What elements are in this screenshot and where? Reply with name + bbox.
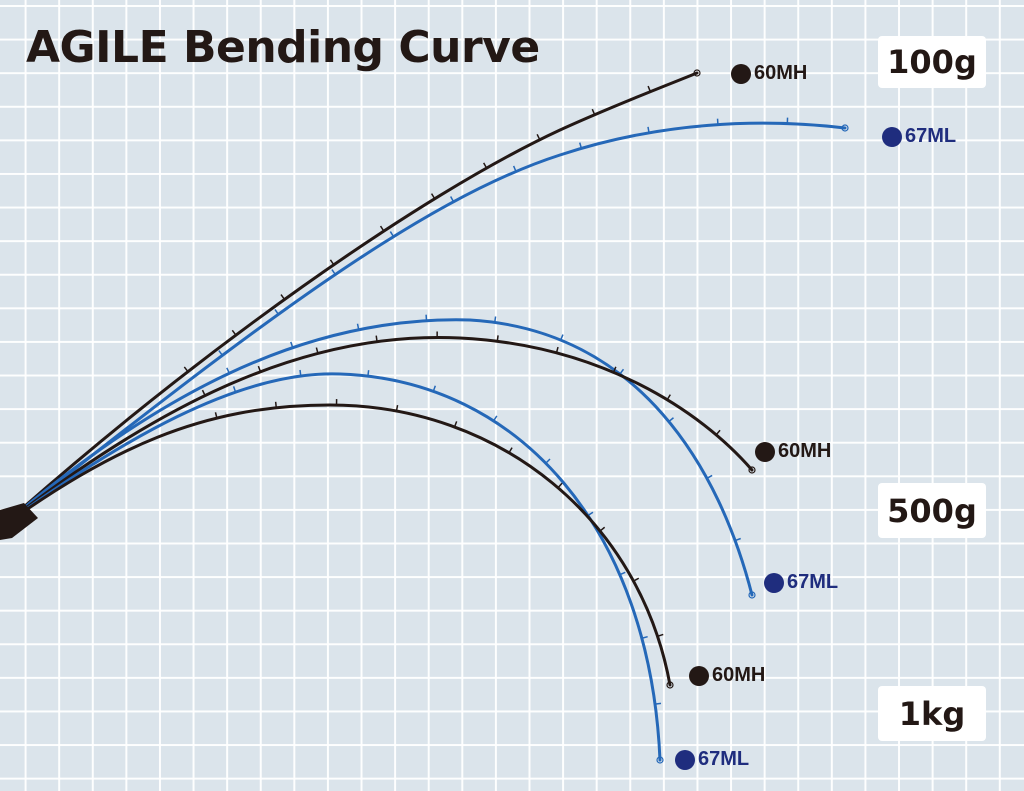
line-guide (395, 404, 399, 412)
line-guide (715, 429, 721, 436)
line-guide (389, 231, 395, 238)
rod-label-text: 60MH (712, 664, 766, 686)
line-guide (201, 389, 206, 396)
line-guide (641, 635, 648, 639)
line-guide (450, 196, 455, 203)
rod-label-500g-67ml: 67ML (764, 571, 838, 594)
line-guide (257, 365, 262, 372)
rod-label-100g-67ml: 67ML (882, 125, 956, 148)
line-guide (647, 85, 652, 92)
line-guide (496, 335, 499, 342)
line-guide (214, 412, 218, 419)
rod-curve-100g-60mh (0, 69, 701, 530)
line-guide (654, 702, 662, 705)
line-guide (591, 108, 596, 115)
line-guide (274, 308, 280, 315)
rod-curve-500g-67ml (0, 314, 756, 599)
rod-handle (0, 503, 38, 540)
line-guide (587, 511, 594, 517)
page-title: AGILE Bending Curve (26, 22, 540, 73)
line-guide (657, 633, 664, 638)
line-guide (579, 142, 583, 149)
line-guide (668, 417, 674, 423)
rod-label-text: 60MH (778, 440, 832, 462)
rod-curve-100g-67ml (0, 117, 849, 530)
rod-label-text: 67ML (905, 125, 957, 147)
line-guide (183, 366, 189, 373)
line-guide (329, 259, 335, 266)
rod-60mh-dot (755, 441, 775, 462)
rod-60mh-dot (731, 63, 751, 84)
load-box-500g: 500g (878, 483, 986, 538)
rod-curve-1kg-60mh (0, 399, 674, 689)
tip-top-ring (748, 466, 756, 474)
line-guide (280, 294, 286, 300)
line-guide (666, 394, 671, 401)
line-guide (274, 401, 278, 408)
line-guide (512, 165, 517, 172)
tip-top-ring (748, 591, 756, 599)
line-guide (218, 350, 224, 356)
line-guide (619, 571, 626, 576)
tip-top-ring (656, 756, 664, 764)
line-guide (599, 526, 606, 532)
tip-top-ring (693, 69, 701, 77)
line-guide (367, 370, 370, 377)
line-guide (545, 458, 551, 464)
line-guide (483, 162, 488, 169)
line-guide (555, 346, 559, 354)
rod-label-text: 67ML (698, 748, 750, 770)
rod-60mh-dot (689, 665, 709, 686)
line-guide (430, 193, 436, 200)
line-guide (231, 329, 237, 336)
line-guide (706, 474, 713, 479)
line-guide (612, 366, 617, 373)
tip-top-ring (841, 124, 849, 132)
line-guide (432, 385, 437, 392)
rod-label-text: 67ML (787, 571, 839, 593)
rod-67ml-dot (764, 572, 784, 593)
rod-curve-1kg-67ml (0, 369, 664, 764)
line-guide (633, 577, 640, 582)
line-guide (379, 225, 385, 232)
rod-label-1kg-67ml: 67ML (675, 748, 749, 771)
line-guide (299, 369, 302, 377)
rod-curve-500g-60mh (0, 331, 756, 530)
rod-label-1kg-60mh: 60MH (689, 664, 765, 687)
rod-67ml-dot (675, 749, 695, 770)
rod-label-100g-60mh: 60MH (731, 62, 807, 85)
line-guide (619, 368, 625, 375)
line-guide (508, 447, 513, 454)
line-guide (226, 367, 231, 374)
line-guide (375, 335, 378, 342)
load-box-1kg: 1kg (878, 686, 986, 741)
line-guide (315, 347, 319, 354)
line-guide (331, 269, 336, 275)
rod-67ml-dot (882, 126, 902, 147)
tip-top-ring (666, 681, 674, 689)
load-box-100g: 100g (878, 36, 986, 88)
line-guide (232, 386, 237, 393)
line-guide (647, 126, 650, 133)
line-guide (536, 134, 541, 141)
line-guide (453, 421, 458, 428)
line-guide (493, 316, 497, 323)
line-guide (492, 415, 498, 422)
line-guide (734, 537, 741, 542)
rod-label-text: 60MH (754, 62, 808, 84)
rod-label-500g-60mh: 60MH (755, 440, 831, 463)
line-guide (559, 334, 564, 341)
line-guide (356, 323, 360, 330)
line-guide (290, 341, 294, 348)
line-guide (557, 482, 563, 489)
